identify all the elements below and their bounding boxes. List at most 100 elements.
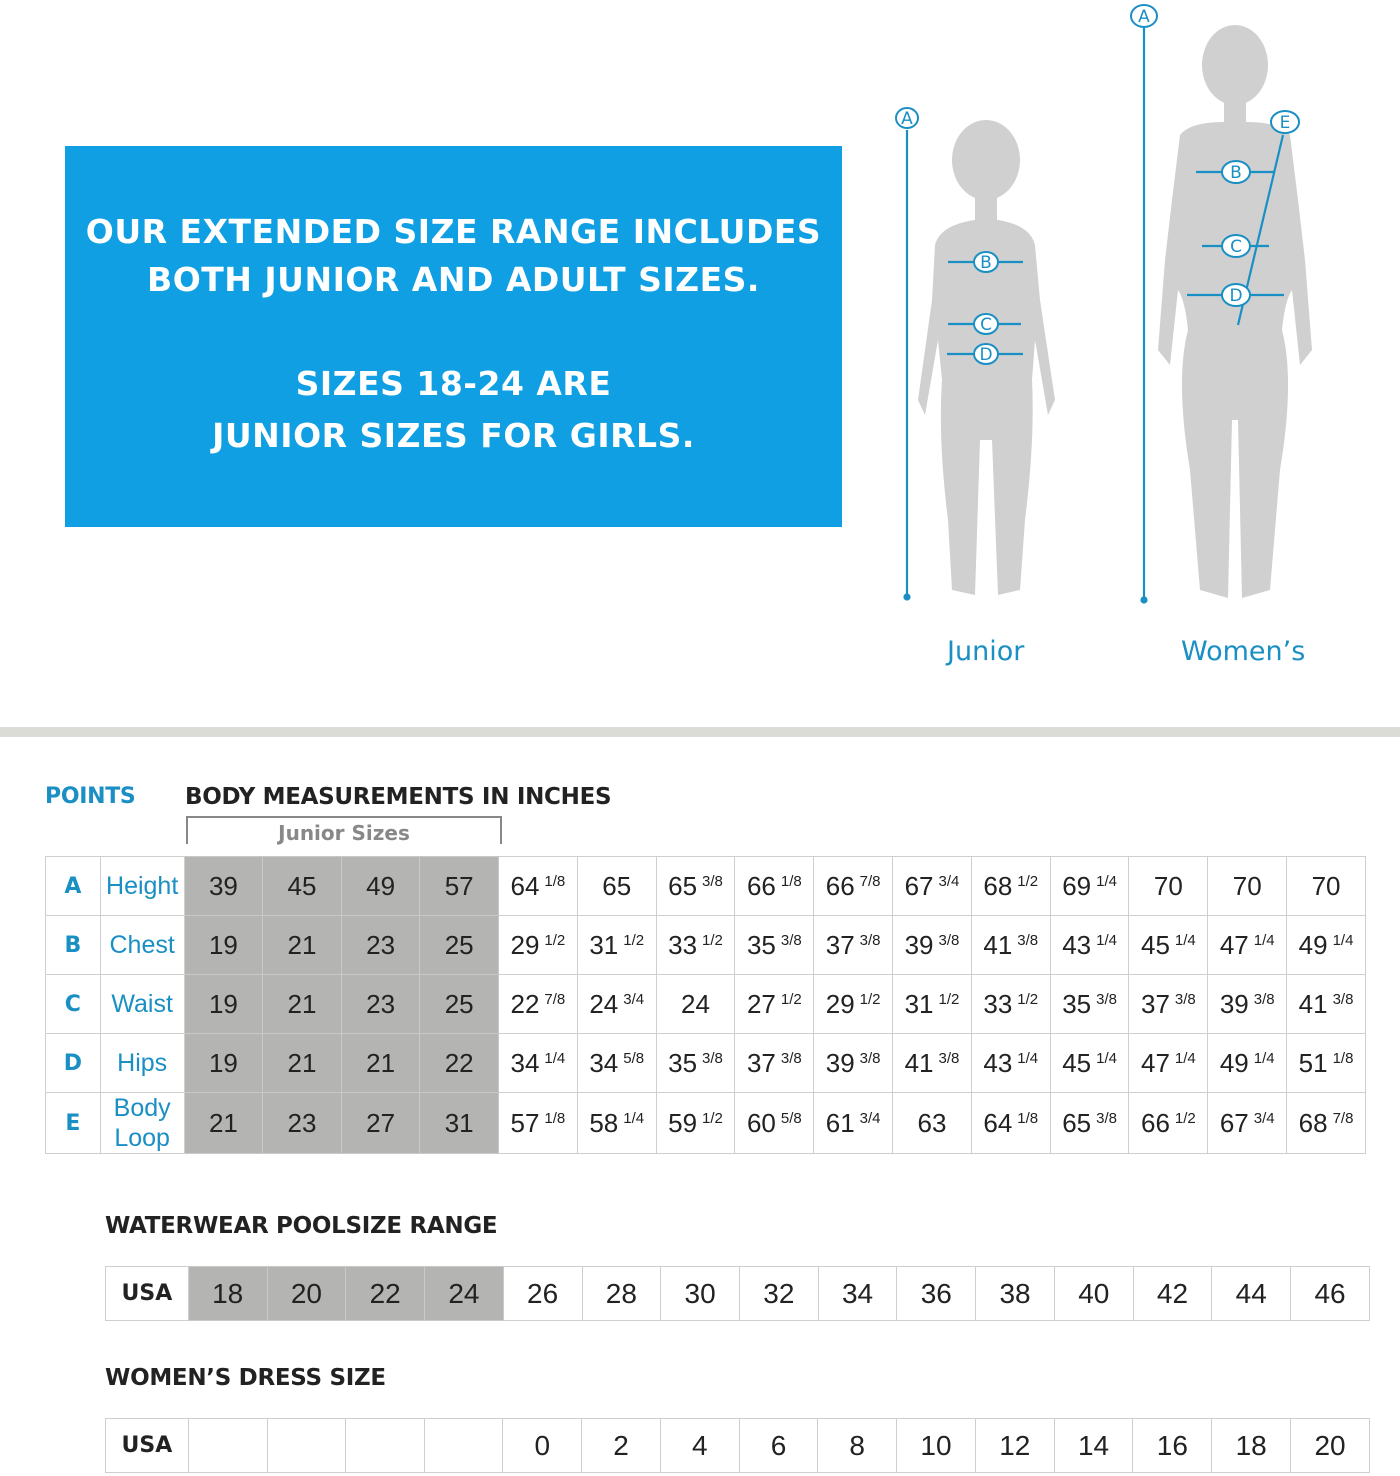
measurement-row: B Chest 19 21 23 25 29 1/2 31 1/2 33 1/2 35 3/8 37 3/8 3…	[45, 915, 1366, 975]
measurement-cell: 22	[419, 1033, 499, 1093]
size-cell: 14	[1053, 1418, 1134, 1473]
measurement-label: Hips	[99, 1033, 185, 1093]
measurement-cell: 41 3/8	[1286, 974, 1366, 1034]
size-cell: 8	[817, 1418, 898, 1473]
value-fraction: 1/4	[1253, 1049, 1275, 1067]
value-whole: 41	[983, 929, 1013, 960]
measurements-heading: BODY MEASUREMENTS IN INCHES	[185, 784, 612, 810]
measurement-diagram: A B C D A B C D E	[895, 4, 1312, 604]
measurement-cell: 41 3/8	[970, 915, 1051, 975]
womens-silhouette	[1158, 25, 1312, 598]
size-cell: 20	[1290, 1418, 1370, 1473]
value-fraction: 3/8	[1253, 990, 1275, 1008]
measurement-cell: 70	[1128, 856, 1209, 916]
value-fraction: 1/2	[1017, 990, 1039, 1008]
measurement-cell: 68 7/8	[1286, 1092, 1366, 1154]
value-whole: 19	[208, 1047, 238, 1078]
size-cell: 22	[345, 1266, 426, 1321]
value-fraction: 1/4	[1096, 1049, 1117, 1067]
measurement-cell: 60 5/8	[734, 1092, 815, 1154]
value-whole: 21	[208, 1107, 238, 1138]
measurement-cell: 47 1/4	[1207, 915, 1288, 975]
value-whole: 47	[1141, 1047, 1170, 1078]
value-whole: 23	[366, 988, 396, 1019]
banner-line: JUNIOR SIZES FOR GIRLS.	[212, 416, 695, 455]
size-cell: 30	[660, 1266, 740, 1321]
dress-size-row: USA 0 2 4 6 8 10 12 14 16 18 20	[105, 1418, 1370, 1473]
value-whole: 35	[1062, 988, 1092, 1019]
measurements-table: A Height 39 45 49 57 64 1/8 65 65 3/8 66 1/8 66 7/8 67 3…	[45, 856, 1366, 1154]
value-whole: 31	[444, 1107, 474, 1138]
measurement-cell: 39 3/8	[892, 915, 972, 975]
size-cell: 36	[896, 1266, 977, 1321]
measurement-cell: 39 3/8	[813, 1033, 894, 1093]
measurement-cell: 57	[419, 856, 499, 916]
womens-label: Women’s	[1181, 636, 1306, 667]
value-whole: 21	[287, 988, 317, 1019]
point-letter: B	[45, 915, 101, 975]
measurement-cell: 27 1/2	[734, 974, 815, 1034]
value-whole: 21	[287, 1047, 317, 1078]
value-whole: 59	[668, 1107, 698, 1138]
size-cell: 18	[1211, 1418, 1292, 1473]
value-fraction: 3/8	[938, 1049, 960, 1067]
measurement-cell: 29 1/2	[813, 974, 894, 1034]
measurement-cell: 35 3/8	[734, 915, 815, 975]
size-cell: 4	[659, 1418, 740, 1473]
measurement-cell: 19	[183, 1033, 264, 1093]
marker-b-junior: B	[980, 253, 992, 273]
value-fraction: 7/8	[859, 872, 881, 890]
dress-heading: WOMEN’S DRESS SIZE	[105, 1365, 386, 1391]
measurement-label: Waist	[99, 974, 185, 1034]
measurement-row: D Hips 19 21 21 22 34 1/4 34 5/8 35 3/8 37 3/8 39 3/8 41…	[45, 1033, 1366, 1093]
size-cell: 42	[1132, 1266, 1213, 1321]
measurement-cell: 35 3/8	[655, 1033, 736, 1093]
size-cell	[266, 1418, 347, 1473]
measurement-cell: 64 1/8	[497, 856, 578, 916]
measurement-cell: 37 3/8	[734, 1033, 815, 1093]
junior-sizes-label: Junior Sizes	[278, 821, 410, 845]
measurement-cell: 21	[262, 974, 342, 1034]
marker-e-womens: E	[1280, 113, 1291, 133]
size-cell: 26	[502, 1266, 583, 1321]
value-whole: 33	[668, 929, 698, 960]
section-divider	[0, 727, 1400, 737]
marker-c-junior: C	[980, 315, 992, 335]
value-whole: 57	[510, 1107, 540, 1138]
size-cell: 10	[896, 1418, 976, 1473]
banner-line: SIZES 18-24 ARE	[295, 364, 612, 403]
point-letter: E	[45, 1092, 101, 1154]
value-fraction: 1/4	[544, 1049, 566, 1067]
value-fraction: 3/8	[1332, 990, 1354, 1008]
size-cell: 28	[581, 1266, 662, 1321]
size-cell: 2	[581, 1418, 661, 1473]
measurement-cell: 41 3/8	[892, 1033, 972, 1093]
measurement-cell: 34 5/8	[576, 1033, 657, 1093]
value-whole: 39	[208, 870, 238, 901]
value-fraction: 5/8	[780, 1109, 802, 1127]
value-whole: 35	[668, 1047, 698, 1078]
measurement-cell: 39 3/8	[1207, 974, 1288, 1034]
measurement-cell: 19	[183, 974, 264, 1034]
value-whole: 64	[510, 870, 540, 901]
value-fraction: 7/8	[544, 990, 566, 1008]
value-whole: 69	[1062, 870, 1092, 901]
value-fraction: 1/2	[544, 931, 566, 949]
measurement-cell: 39	[183, 856, 264, 916]
points-heading: POINTS	[45, 784, 136, 809]
point-letter: D	[45, 1033, 101, 1093]
measurement-cell: 69 1/4	[1049, 856, 1130, 916]
value-fraction: 1/2	[702, 1109, 723, 1127]
size-cell	[423, 1418, 504, 1473]
value-whole: 66	[1141, 1107, 1170, 1138]
size-cell: 38	[975, 1266, 1055, 1321]
value-whole: 45	[1062, 1047, 1092, 1078]
value-fraction: 3/8	[780, 1049, 802, 1067]
value-fraction: 3/8	[702, 1049, 723, 1067]
measurement-cell: 63	[892, 1092, 972, 1154]
value-whole: 31	[904, 988, 934, 1019]
point-letter: A	[45, 856, 101, 916]
measurement-cell: 65 3/8	[1049, 1092, 1130, 1154]
banner-line: BOTH JUNIOR AND ADULT SIZES.	[147, 260, 760, 299]
size-cell: 44	[1211, 1266, 1292, 1321]
